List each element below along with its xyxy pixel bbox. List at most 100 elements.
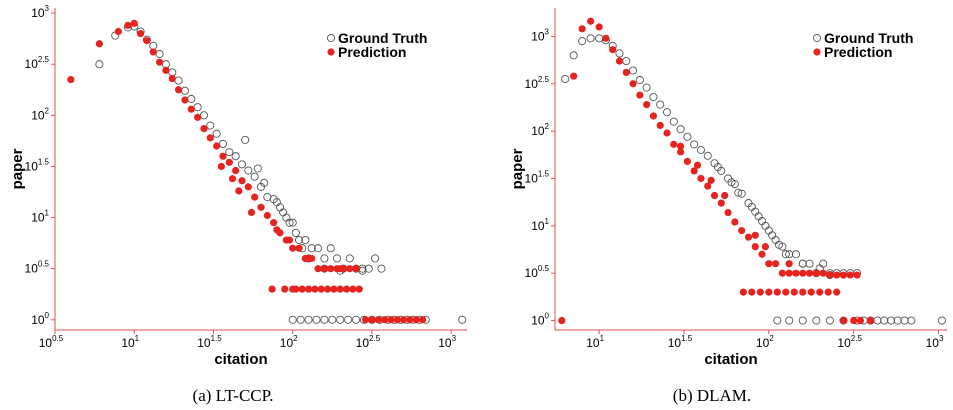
data-point-prediction <box>816 288 824 296</box>
legend-marker-ground-truth <box>812 33 822 43</box>
data-point-ground-truth <box>937 316 946 325</box>
x-tick-label: 101 <box>586 334 604 350</box>
data-point-ground-truth <box>161 60 170 69</box>
data-point-prediction <box>833 288 841 296</box>
data-point-ground-truth <box>676 125 685 134</box>
data-point-prediction <box>206 134 214 142</box>
data-point-prediction <box>739 288 747 296</box>
data-point-prediction <box>602 34 610 42</box>
x-tick-label: 101 <box>121 334 139 350</box>
data-point-prediction <box>643 101 651 109</box>
data-point-prediction <box>67 75 75 84</box>
y-tick-label: 102.5 <box>25 55 50 71</box>
data-point-prediction <box>419 316 427 324</box>
data-point-prediction <box>717 199 725 207</box>
y-axis-title: paper <box>9 148 26 189</box>
data-point-prediction <box>756 288 764 296</box>
data-point-prediction <box>143 37 151 45</box>
legend-marker-ground-truth <box>326 33 336 43</box>
data-point-prediction <box>219 152 227 160</box>
y-tick-label: 101 <box>531 217 549 233</box>
x-tick-label: 103 <box>926 334 944 350</box>
data-point-prediction <box>751 231 759 239</box>
data-point-prediction <box>368 316 376 324</box>
data-point-prediction <box>200 125 208 133</box>
data-point-prediction <box>270 219 278 227</box>
data-point-prediction <box>748 288 756 296</box>
data-point-ground-truth <box>307 244 316 253</box>
data-point-ground-truth <box>155 49 164 59</box>
data-point-ground-truth <box>825 316 834 325</box>
data-point-ground-truth <box>288 315 297 324</box>
data-point-ground-truth <box>218 139 228 149</box>
data-point-prediction <box>336 265 344 273</box>
y-tick-label: 102.5 <box>525 75 550 91</box>
data-point-prediction <box>799 288 807 296</box>
data-point-prediction <box>663 129 671 137</box>
data-point-ground-truth <box>798 316 807 325</box>
data-point-prediction <box>251 193 259 201</box>
data-point-prediction <box>782 288 790 296</box>
data-point-ground-truth <box>352 315 361 324</box>
data-point-prediction <box>773 288 781 296</box>
data-point-prediction <box>285 236 294 244</box>
y-tick-label: 101.5 <box>25 157 50 173</box>
data-point-prediction <box>839 316 848 325</box>
data-point-prediction <box>690 167 698 175</box>
data-point-prediction <box>676 142 685 150</box>
data-point-ground-truth <box>768 231 777 240</box>
data-point-ground-truth <box>669 117 678 126</box>
data-point-ground-truth <box>320 254 329 263</box>
data-point-prediction <box>295 244 303 252</box>
data-point-ground-truth <box>328 315 337 324</box>
data-point-prediction <box>311 285 319 293</box>
data-point-ground-truth <box>231 152 240 161</box>
data-point-ground-truth <box>656 100 665 109</box>
data-point-prediction <box>710 191 719 200</box>
data-point-ground-truth <box>773 316 782 325</box>
data-point-prediction <box>824 288 832 296</box>
legend-marker-prediction <box>327 48 335 56</box>
data-point-prediction <box>805 269 814 277</box>
data-point-prediction <box>352 265 360 273</box>
data-point-ground-truth <box>569 51 578 60</box>
data-point-prediction <box>136 29 145 38</box>
data-point-prediction <box>656 121 664 130</box>
x-tick-label: 101.5 <box>668 334 693 350</box>
data-point-prediction <box>194 113 202 121</box>
legend-label: Ground Truth <box>824 30 913 46</box>
data-point-prediction <box>304 285 313 293</box>
data-point-ground-truth <box>282 213 291 222</box>
data-point-ground-truth <box>225 148 234 157</box>
data-point-ground-truth <box>751 207 760 216</box>
data-point-ground-truth <box>812 316 821 325</box>
data-point-ground-truth <box>785 316 794 325</box>
data-point-prediction <box>833 271 841 279</box>
data-point-ground-truth <box>291 228 300 237</box>
data-point-prediction <box>181 96 189 104</box>
data-point-ground-truth <box>893 316 902 325</box>
data-point-prediction <box>336 285 344 293</box>
data-point-ground-truth <box>312 315 321 324</box>
data-point-prediction <box>149 48 157 56</box>
data-point-prediction <box>790 288 798 296</box>
data-point-ground-truth <box>771 235 780 245</box>
y-axis-title: paper <box>509 148 526 189</box>
data-point-ground-truth <box>690 140 699 149</box>
data-point-prediction <box>349 285 357 293</box>
data-point-ground-truth <box>754 212 763 221</box>
data-point-ground-truth <box>747 202 756 211</box>
data-point-ground-truth <box>649 92 658 102</box>
data-point-prediction <box>609 46 617 54</box>
data-point-prediction <box>400 316 408 324</box>
data-point-ground-truth <box>622 56 631 66</box>
data-point-prediction <box>649 112 658 120</box>
data-point-prediction <box>587 17 595 25</box>
data-point-prediction <box>247 208 256 217</box>
data-point-prediction <box>578 25 586 33</box>
y-tick-label: 100.5 <box>525 264 550 280</box>
x-tick-label: 101.5 <box>197 334 222 350</box>
data-point-prediction <box>792 269 800 277</box>
data-point-ground-truth <box>193 103 202 112</box>
data-point-prediction <box>381 316 389 324</box>
